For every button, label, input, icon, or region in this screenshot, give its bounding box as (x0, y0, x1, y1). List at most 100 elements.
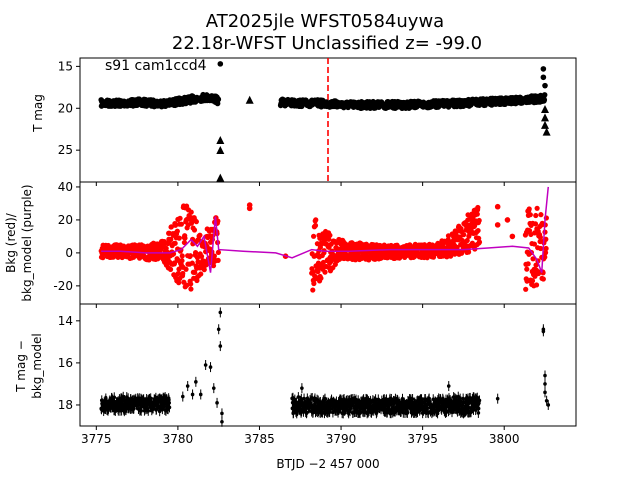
middle-data-point (197, 232, 203, 238)
middle-data-point (172, 240, 178, 246)
middle-data-point (314, 241, 320, 247)
bot-data-point (220, 419, 224, 424)
top-data-point (541, 92, 548, 98)
middle-data-point (181, 239, 188, 246)
middle-ytick-label: -20 (53, 279, 73, 293)
panel-bot-difference: 14 16 18 3775 3780 3785 3790 3795 3800 (58, 303, 577, 446)
bottom-data-point (139, 409, 143, 413)
top-upper-limit-triangle (216, 146, 225, 154)
bottom-data-point (476, 406, 481, 411)
middle-data-point (180, 270, 186, 277)
bottom-data-point (167, 405, 172, 410)
top-data-point (540, 66, 547, 72)
middle-data-point (530, 256, 536, 262)
middle-data-point (538, 212, 544, 218)
top-data-point (541, 97, 548, 103)
bot-data-point (194, 380, 198, 384)
middle-data-point (475, 227, 481, 234)
sector-camera-annotation: s91 cam1ccd4 (105, 58, 207, 74)
middle-data-point (215, 249, 222, 256)
middle-data-point (538, 245, 544, 252)
bottom-data-point (327, 410, 332, 414)
top-upper-limit-triangle (541, 120, 549, 129)
middle-data-point (310, 233, 317, 239)
middle-data-point (525, 261, 531, 267)
bot-data-point (541, 329, 546, 334)
middle-data-point (211, 253, 217, 259)
middle-data-point (179, 258, 185, 264)
middle-data-point (177, 215, 183, 221)
bot-data-point (543, 382, 547, 386)
bot-data-point (220, 411, 224, 416)
bot-data-point (203, 363, 208, 367)
middle-ytick-label: 0 (65, 246, 73, 260)
top-upper-limit-triangle (216, 135, 225, 144)
middle-data-point (542, 250, 549, 256)
middle-data-point (175, 271, 181, 277)
middle-ytick-label: 40 (58, 180, 73, 194)
middle-data-point (188, 281, 194, 287)
x-axis-label: BTJD −2 457 000 (276, 457, 379, 471)
middle-data-point (188, 286, 194, 292)
xtick-label: 3775 (81, 432, 112, 446)
middle-data-point (326, 236, 332, 242)
middle-data-point (529, 278, 536, 284)
top-ylabel: T mag (31, 94, 45, 133)
top-ytick-label: 15 (58, 59, 73, 73)
bottom-data-point (146, 409, 151, 413)
bot-data-point (446, 384, 451, 388)
middle-data-point (194, 255, 201, 261)
bot-data-point (300, 386, 304, 390)
figure-title-line1: AT2025jle WFST0584uywa (206, 11, 444, 32)
top-data-point (217, 61, 224, 67)
top-ytick-label: 25 (58, 143, 73, 157)
middle-data-point (461, 232, 467, 238)
bottom-ytick-label: 16 (58, 356, 73, 370)
middle-data-point (313, 217, 319, 223)
middle-data-point (531, 241, 537, 247)
xtick-label: 3780 (163, 432, 194, 446)
middle-data-point (526, 206, 532, 212)
middle-data-point (187, 253, 194, 259)
middle-data-point (543, 245, 549, 252)
xtick-label: 3790 (326, 432, 357, 446)
middle-data-point (198, 271, 204, 277)
middle-data-point (454, 244, 460, 250)
middle-data-point (201, 267, 207, 273)
middle-data-point (168, 236, 174, 243)
middle-data-point (176, 235, 182, 241)
mid-ylabel-line2: bkg_model (purple) (20, 184, 34, 301)
top-upper-limit-triangle (216, 173, 225, 182)
middle-data-point (178, 221, 185, 227)
middle-data-point (310, 287, 316, 293)
middle-data-point (532, 221, 539, 227)
xtick-label: 3800 (489, 432, 520, 446)
bot-data-point (216, 327, 221, 332)
top-data-point (540, 74, 547, 81)
middle-data-point (193, 219, 199, 225)
top-ytick-label: 20 (58, 101, 73, 115)
middle-data-point (192, 269, 198, 276)
middle-data-point (246, 205, 253, 212)
bot-data-point (208, 365, 213, 369)
top-upper-limit-triangle (541, 113, 549, 122)
middle-data-point (312, 222, 319, 229)
top-upper-limit-triangle (542, 127, 551, 136)
panel-top-magnitude: 15 20 25 (58, 57, 577, 186)
middle-data-point (168, 224, 174, 230)
bot-data-point (543, 390, 547, 395)
middle-data-point (179, 253, 185, 259)
bottom-data-point (405, 411, 410, 415)
bottom-data-point (310, 396, 315, 400)
middle-data-point (465, 249, 472, 255)
middle-data-point (534, 205, 540, 211)
middle-data-point (475, 204, 481, 211)
bot-data-point (185, 384, 190, 388)
bot-data-point (180, 394, 185, 399)
middle-data-point (476, 239, 483, 245)
middle-data-point (167, 266, 174, 272)
bottom-data-point (323, 396, 327, 401)
bot-data-point (544, 398, 549, 403)
mid-ylabel-line1: Bkg (red)/ (4, 212, 18, 273)
middle-data-point (524, 266, 530, 272)
